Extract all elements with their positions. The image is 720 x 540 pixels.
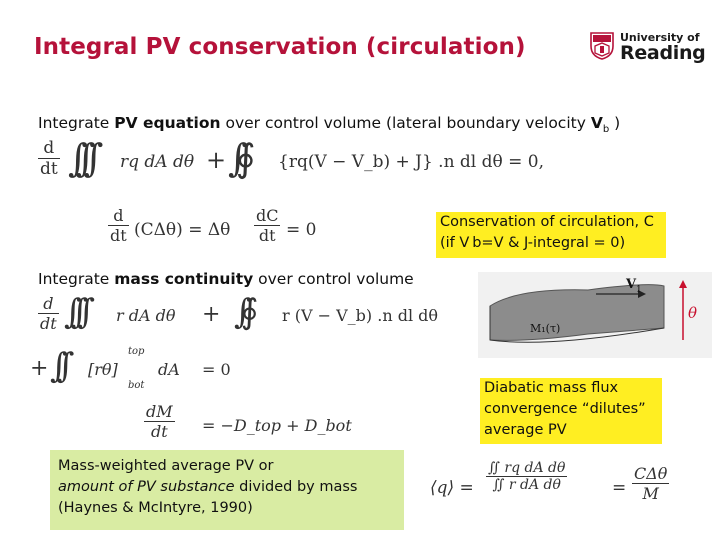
mass-continuity-text: Integrate mass continuity over control v… [38,270,414,288]
figure-v-sub: 1 [636,285,642,295]
mass-equation-2: + ∫∫ [rθ] top bot dA = 0 [30,346,231,391]
figure-v-label: V [625,277,637,292]
mass-weighted-note: Mass-weighted average PV or amount of PV… [50,450,404,530]
circulation-note: Conservation of circulation, C (if V b=V… [436,212,666,258]
crest-icon [590,32,614,60]
intro-text: Integrate PV equation over control volum… [38,114,621,136]
control-volume-diagram: V 1 M₁(τ) θ [489,277,697,343]
pv-equation: d dt ∫∫∫ rq dA dθ + ∫∮ {rq(V − V_b) + J} … [38,136,545,180]
average-pv-equation: ⟨q⟩ = ∬ rq dA dθ ∬ r dA dθ = CΔθ M [430,460,670,503]
logo-text-line2: Reading [620,42,706,64]
logo-text-line1: University of [620,31,700,44]
mass-equation-3: dM dt = −D_top + D_bot [144,402,352,441]
slide-title: Integral PV conservation (circulation) [34,34,526,60]
control-volume-figure: V 1 M₁(τ) θ [478,272,712,358]
university-logo: University of Reading [590,28,706,68]
diabatic-note: Diabatic mass flux convergence “dilutes”… [480,378,662,444]
circulation-equation: d dt (CΔθ) = Δθ dC dt = 0 [108,206,317,245]
mass-equation-1: d dt ∫∫∫ r dA dθ + ∫∮ r (V − V_b) .n dl d… [38,292,439,333]
figure-theta-label: θ [688,304,697,322]
figure-m-label: M₁(τ) [530,322,560,335]
